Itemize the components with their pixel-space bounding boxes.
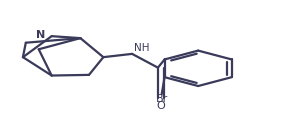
- Text: NH: NH: [133, 43, 149, 53]
- Text: N: N: [36, 30, 45, 40]
- Text: O: O: [156, 101, 165, 111]
- Text: Br: Br: [155, 94, 168, 105]
